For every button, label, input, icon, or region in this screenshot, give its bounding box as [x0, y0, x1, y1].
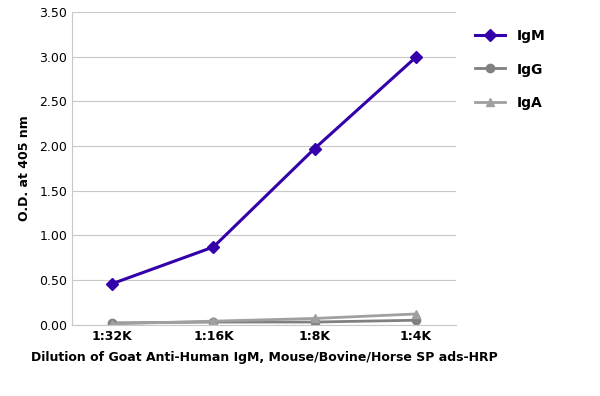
IgA — [311, 316, 318, 321]
X-axis label: Dilution of Goat Anti-Human IgM, Mouse/Bovine/Horse SP ads-HRP: Dilution of Goat Anti-Human IgM, Mouse/B… — [31, 351, 497, 364]
Y-axis label: O.D. at 405 nm: O.D. at 405 nm — [18, 115, 31, 221]
IgA — [109, 322, 116, 326]
IgG — [311, 320, 318, 324]
Line: IgM: IgM — [108, 53, 420, 288]
Line: IgG: IgG — [108, 316, 420, 327]
IgM — [412, 55, 419, 60]
IgG — [412, 318, 419, 323]
IgM — [311, 146, 318, 151]
IgA — [210, 319, 217, 324]
IgG — [109, 320, 116, 325]
IgG — [210, 320, 217, 324]
Legend: IgM, IgG, IgA: IgM, IgG, IgA — [470, 25, 550, 114]
IgM — [109, 281, 116, 286]
IgM — [210, 245, 217, 249]
Line: IgA: IgA — [108, 310, 420, 328]
IgA — [412, 312, 419, 316]
